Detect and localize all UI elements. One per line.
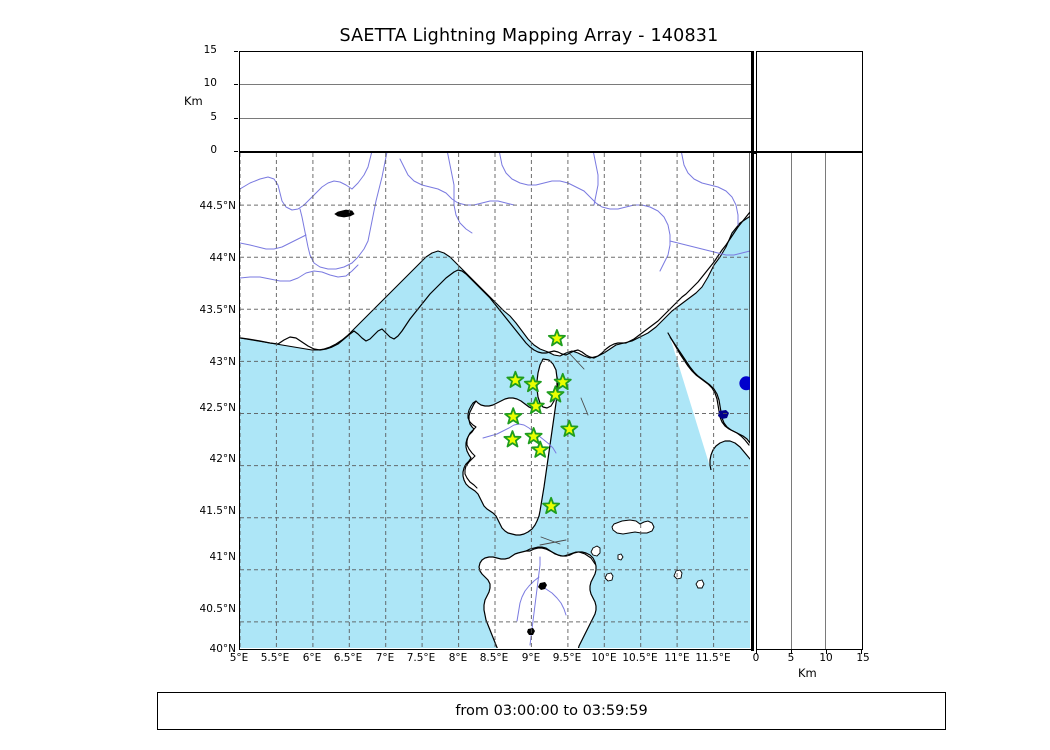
tickmark-right-5 [791, 650, 792, 654]
station-star-marker [524, 427, 543, 445]
xtick-right-5: 5 [787, 652, 795, 664]
tickmark-top-10 [234, 84, 238, 85]
gridline-dist-10 [825, 153, 827, 649]
lake-sardinia-1 [538, 582, 547, 590]
xtick-5.5E: 5.5°E [260, 652, 290, 664]
altitude-vs-latitude-panel [756, 152, 863, 650]
station-star-marker [531, 440, 550, 458]
xlabel-right-km: Km [798, 666, 817, 680]
xtick-11E: 11°E [664, 652, 690, 664]
axis-separator-vertical [751, 51, 754, 651]
tickmark-top-0 [234, 151, 238, 152]
altitude-vs-longitude-panel [239, 51, 752, 152]
gridline-alt-10 [240, 84, 751, 86]
coastline-italy [667, 332, 750, 446]
xtick-7E: 7°E [375, 652, 395, 664]
rivers-corsica [482, 423, 557, 454]
ytick-43N: 43°N [209, 356, 236, 368]
xtick-10.5E: 10.5°E [622, 652, 658, 664]
station-star-marker [504, 407, 523, 425]
ytick-42.5N: 42.5°N [199, 402, 236, 414]
island-capraia [590, 545, 601, 557]
station-star-marker [523, 374, 542, 393]
xtick-6E: 6°E [302, 652, 322, 664]
coastline-corsica-west [464, 400, 478, 489]
island-elba [611, 519, 655, 535]
time-range-status-bar: from 03:00:00 to 03:59:59 [157, 692, 946, 730]
station-star-marker [547, 329, 566, 347]
island-pianosa [604, 572, 614, 582]
landmass-corsica [462, 359, 559, 536]
station-star-marker [526, 396, 545, 415]
ytick-41.5N: 41.5°N [199, 505, 236, 517]
ytick-44N: 44°N [209, 252, 236, 264]
page-title-text: SAETTA Lightning Mapping Array - 140831 [339, 26, 719, 46]
altitude-histogram-panel [756, 51, 863, 152]
xtick-5E: 5°E [229, 652, 249, 664]
coastline-sardinia-north [525, 546, 596, 565]
tickmark-right-0 [756, 650, 757, 654]
xtick-9.5E: 9.5°E [552, 652, 582, 664]
station-star-marker [546, 385, 565, 403]
ytick-40N: 40°N [209, 643, 236, 655]
gridline-alt-5 [240, 117, 751, 119]
xtick-8.5E: 8.5°E [479, 652, 509, 664]
map-gridlines [240, 153, 750, 648]
plan-view-map-panel[interactable] [239, 152, 752, 650]
ytick-41N: 41°N [209, 551, 236, 563]
ytick-top-5: 5 [210, 111, 217, 123]
vhf-source-markers [739, 376, 750, 391]
xtick-right-10: 10 [819, 652, 833, 664]
rivers-mainland [240, 153, 750, 282]
station-star-marker [506, 370, 525, 388]
station-star-marker [553, 372, 572, 391]
xtick-9E: 9°E [521, 652, 541, 664]
time-range-text: from 03:00:00 to 03:59:59 [455, 703, 648, 719]
tickmark-top-15 [234, 51, 238, 52]
xtick-7.5E: 7.5°E [406, 652, 436, 664]
page-title: SAETTA Lightning Mapping Array - 140831 [0, 26, 1050, 46]
xtick-10E: 10°E [591, 652, 617, 664]
xtick-6.5E: 6.5°E [333, 652, 363, 664]
xtick-8E: 8°E [448, 652, 468, 664]
island-montecristo [673, 569, 683, 580]
gridline-dist-5 [790, 153, 792, 649]
station-star-marker [542, 496, 561, 515]
coastline-france [240, 211, 750, 359]
xtick-right-15: 15 [856, 652, 870, 664]
ytick-top-0: 0 [210, 144, 217, 156]
ytick-44.5N: 44.5°N [199, 200, 236, 212]
tickmark-top-5 [234, 117, 238, 119]
tickmark-right-15 [861, 650, 862, 654]
island-giglio [695, 579, 705, 589]
xtick-right-0: 0 [752, 652, 760, 664]
ytick-40.5N: 40.5°N [199, 603, 236, 615]
xtick-11.5E: 11.5°E [695, 652, 731, 664]
lma-station-markers [503, 329, 579, 515]
ytick-top-10: 10 [203, 77, 217, 89]
ylabel-top-km: Km [184, 94, 203, 108]
island-gorgona [617, 553, 624, 561]
map-graphic [240, 153, 750, 648]
vhf-source-dot [739, 376, 750, 391]
tickmark-right-10 [826, 650, 827, 654]
lake-italy [718, 410, 729, 419]
station-star-marker [560, 419, 579, 437]
ytick-top-15: 15 [203, 44, 217, 56]
landmass-sardinia [478, 547, 597, 648]
ytick-42N: 42°N [209, 453, 236, 465]
station-star-marker [503, 430, 522, 448]
ytick-43.5N: 43.5°N [199, 304, 236, 316]
